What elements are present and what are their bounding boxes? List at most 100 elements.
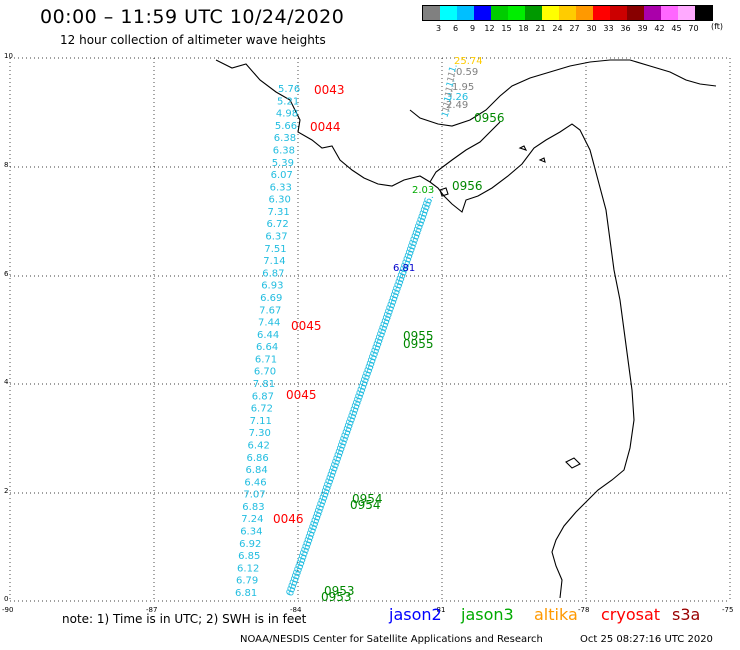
satellite-legend-altika: altika	[534, 605, 578, 624]
diagonal-track-mark: 6.	[389, 288, 403, 301]
diagonal-track-mark: 6.	[357, 379, 371, 392]
diagonal-track-mark: 6.	[343, 419, 357, 432]
diagonal-track-mark: 6.	[363, 363, 377, 376]
diagonal-track-mark: 6.	[347, 409, 361, 422]
jason3-time-label: 0955	[403, 337, 434, 351]
legend-swatch	[593, 6, 610, 20]
diagonal-track-mark: 6.	[316, 497, 330, 510]
gulf-track-values: 25.740.591.953.262.491.1.1.1.1.1.1.1.1.1…	[440, 56, 482, 119]
y-tick-label: 6	[4, 270, 9, 278]
jason3-time-label: 0953	[321, 590, 352, 604]
diagonal-track-mark: 6.	[415, 216, 429, 229]
legend-unit: (ft)	[711, 22, 724, 31]
color-legend: 3 6 9 12 15 18 21 24 27 30 33 36 39 42 45 70 (ft)	[422, 5, 723, 35]
diagonal-track-mark: 6.	[365, 356, 379, 369]
diagonal-track-mark: 6.	[412, 223, 426, 236]
diagonal-track-mark: 6.	[421, 196, 435, 209]
track-value-label: 6.72	[251, 404, 273, 415]
diagonal-track-mark: 6.	[329, 458, 343, 471]
gulf-track-mark: 1.	[442, 98, 454, 109]
diagonal-track-mark: 6.	[372, 337, 386, 350]
track-value-label: 6.33	[270, 182, 292, 193]
diagonal-track-mark: 6.	[296, 552, 310, 565]
gulf-track-mark: 1.	[445, 78, 457, 89]
diagonal-track-mark: 6.	[387, 294, 401, 307]
cryosat-time-label: 0043	[314, 83, 345, 97]
diagonal-track-mark: 6.	[306, 523, 320, 536]
diagonal-track-mark: 6.	[349, 402, 363, 415]
gulf-track-mark: 1.	[444, 88, 456, 99]
diagonal-track-mark: 6.	[417, 209, 431, 222]
diagonal-track-mark: 6.	[321, 481, 335, 494]
legend-swatch	[610, 6, 627, 20]
diagonal-track-mark: 6.	[382, 307, 396, 320]
gulf-track-mark: 1.	[446, 73, 458, 84]
diagonal-track-mark: 6.	[358, 376, 372, 389]
legend-swatch	[423, 6, 440, 20]
track-value-label: 6.71	[255, 354, 277, 365]
diagonal-track-mark: 6.	[402, 252, 416, 265]
diagonal-track-mark: 6.	[406, 239, 420, 252]
diagonal-track-mark: 6.	[308, 520, 322, 533]
diagonal-track-mark: 6.	[297, 549, 311, 562]
diagonal-track-mark: 6.	[318, 490, 332, 503]
track-value-label: 6.85	[238, 551, 260, 562]
legend-swatch	[440, 6, 457, 20]
cryosat-time-label: 0044	[310, 120, 341, 134]
diagonal-track-mark: 6.	[383, 304, 397, 317]
legend-swatch	[474, 6, 491, 20]
legend-tick: 9	[469, 24, 476, 33]
coastline	[215, 59, 717, 599]
diagonal-track-mark: 6.	[285, 585, 299, 598]
track-value-label: 6.87	[252, 391, 274, 402]
legend-swatch	[542, 6, 559, 20]
diagonal-track-mark: 6.	[348, 405, 362, 418]
track-value-label: 6.83	[242, 502, 264, 513]
jason3-time-label: 0954	[350, 498, 381, 512]
diagonal-track-mark: 6.	[334, 445, 348, 458]
diagonal-track-mark: 6.	[410, 229, 424, 242]
legend-swatch	[644, 6, 661, 20]
legend-tick: 36	[620, 24, 631, 33]
diagonal-track-mark: 6.	[295, 556, 309, 569]
x-tick-label: -78	[578, 606, 589, 614]
diagonal-track-mark: 6.	[288, 575, 302, 588]
diagonal-track-mark: 6.	[404, 245, 418, 258]
satellite-legend-s3a: s3a	[672, 605, 701, 624]
gulf-value-label: 2.49	[446, 100, 468, 111]
diagonal-track-mark: 6.	[332, 451, 346, 464]
diagonal-track-mark: 6.	[328, 461, 342, 474]
diagonal-track-mark: 6.	[416, 213, 430, 226]
track-value-label: 6.12	[237, 563, 259, 574]
legend-tick: 12	[484, 24, 495, 33]
track-value-label: 6.38	[274, 133, 296, 144]
track-value-label: 6.92	[239, 539, 261, 550]
legend-tick: 6	[452, 24, 459, 33]
diagonal-track-mark: 6.	[339, 432, 353, 445]
track-value-label: 6.38	[273, 145, 295, 156]
track-value-label: 6.93	[261, 281, 283, 292]
satellite-legend-cryosat: cryosat	[601, 605, 661, 624]
diagonal-track-mark: 6.	[418, 206, 432, 219]
diagonal-track-mark: 6.	[293, 562, 307, 575]
diagonal-track-mark: 6.	[397, 265, 411, 278]
diagonal-track-mark: 6.	[396, 268, 410, 281]
diagonal-track-mark: 6.	[367, 350, 381, 363]
diagonal-track-mark: 6.	[305, 526, 319, 539]
diagonal-track-mark: 6.	[319, 487, 333, 500]
diagonal-track-mark: 6.	[401, 255, 415, 268]
diagonal-track-mark: 6.	[364, 360, 378, 373]
diagonal-track-mark: 6.	[286, 582, 300, 595]
gulf-value-label: 25.74	[454, 56, 483, 67]
diagonal-track-mark: 6.	[385, 301, 399, 314]
diagonal-track-mark: 6.	[359, 373, 373, 386]
diagonal-marker-label: 6.81	[393, 263, 415, 274]
satellite-legend-jason3: jason3	[461, 605, 514, 624]
diagonal-track-mark: 6.	[336, 438, 350, 451]
legend-swatch	[576, 6, 593, 20]
footer-credit: NOAA/NESDIS Center for Satellite Applica…	[240, 634, 543, 645]
legend-swatch	[678, 6, 695, 20]
legend-swatch	[457, 6, 474, 20]
diagonal-track-mark: 6.	[403, 249, 417, 262]
track-value-label: 5.76	[278, 84, 300, 95]
